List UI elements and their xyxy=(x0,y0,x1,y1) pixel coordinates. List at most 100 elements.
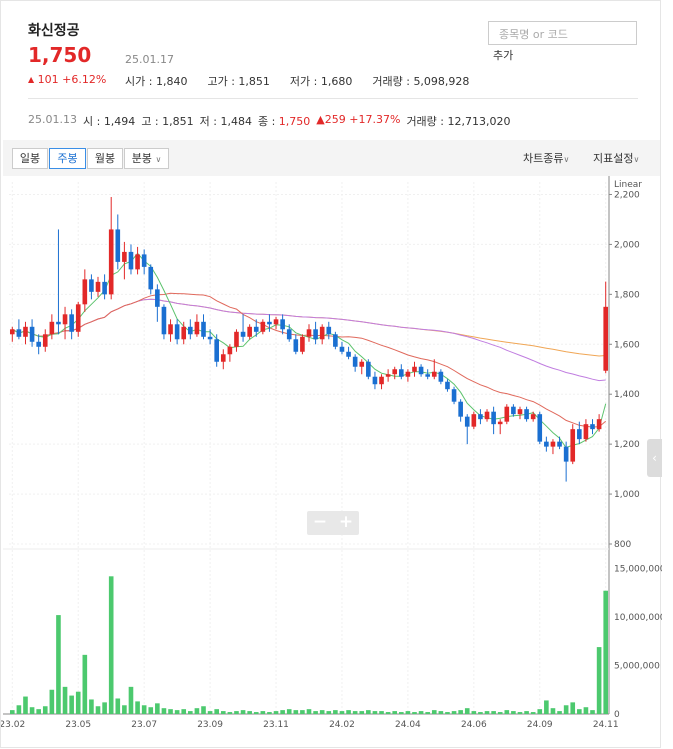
volume-bar xyxy=(227,712,233,714)
volume-tick-label: 0 xyxy=(614,710,620,720)
volume-bar xyxy=(445,712,450,714)
volume-bar xyxy=(9,710,15,714)
stat-low: 저가 : 1,680 xyxy=(289,75,353,88)
stat-high: 고가 : 1,851 xyxy=(207,75,270,88)
candle-body xyxy=(596,419,602,430)
volume-bar xyxy=(293,710,299,714)
volume-bar xyxy=(352,711,358,714)
volume-bar xyxy=(511,711,516,714)
volume-bar xyxy=(557,711,562,714)
x-tick-label: 23.11 xyxy=(263,720,289,730)
x-tick-label: 23.07 xyxy=(131,720,157,730)
candle-body xyxy=(207,336,213,340)
volume-bar xyxy=(62,686,68,714)
chart-toolbar: 일봉 주봉 월봉 분봉 ∨ 차트종류∨ 지표설정∨ xyxy=(3,140,660,176)
candle-body xyxy=(214,339,219,362)
candle-body xyxy=(95,281,101,292)
candle-body xyxy=(524,409,529,420)
candle-body xyxy=(491,411,496,425)
candle-body xyxy=(102,281,107,295)
chart-type-dropdown[interactable]: 차트종류∨ xyxy=(523,152,570,165)
volume-bar xyxy=(339,711,345,714)
volume-bar xyxy=(220,711,226,714)
up-arrow-icon: ▲ xyxy=(28,75,35,84)
quote-date: 25.01.17 xyxy=(125,53,174,66)
volume-bar xyxy=(56,615,61,714)
tab-daily[interactable]: 일봉 xyxy=(12,148,48,169)
volume-bar xyxy=(313,711,318,714)
volume-bar xyxy=(29,707,35,714)
volume-bar xyxy=(366,710,371,714)
candle-body xyxy=(313,329,318,340)
candle-body xyxy=(240,331,246,337)
volume-bar xyxy=(240,710,246,714)
add-stock-button[interactable]: 추가 xyxy=(493,49,514,62)
collapse-panel-tab[interactable]: ‹ xyxy=(647,439,662,477)
stock-search-input[interactable]: 종목명 or 코드 xyxy=(488,21,637,45)
candle-body xyxy=(385,374,391,377)
volume-bar xyxy=(148,707,154,714)
volume-bar xyxy=(36,709,41,714)
candle-body xyxy=(412,366,417,372)
volume-bar xyxy=(253,712,259,714)
candle-body xyxy=(267,321,272,325)
candle-body xyxy=(36,341,41,347)
candle-body xyxy=(128,251,134,270)
candle-body xyxy=(82,279,88,305)
volume-bar xyxy=(379,711,384,714)
candle-body xyxy=(181,326,187,340)
candle-body xyxy=(220,354,226,362)
volume-bar xyxy=(405,711,411,714)
y-tick-label: 1,600 xyxy=(614,340,640,350)
chevron-down-icon: ∨ xyxy=(155,155,162,164)
zoom-out-button[interactable]: − xyxy=(312,512,328,532)
candle-body xyxy=(484,411,490,420)
candle-body xyxy=(247,326,252,337)
tab-weekly[interactable]: 주봉 xyxy=(49,148,86,169)
candle-body xyxy=(286,329,292,340)
price-volume-chart[interactable]: Linear 800 1,000 1,200 1,400 1,600 1,800 2,000 2… xyxy=(1,176,662,749)
volume-bar xyxy=(260,711,266,714)
candle-body xyxy=(405,371,411,377)
indicator-settings-dropdown[interactable]: 지표설정∨ xyxy=(593,152,640,165)
volume-bar xyxy=(471,711,477,714)
change-percent: +6.12% xyxy=(62,73,107,86)
candle-body xyxy=(451,389,457,402)
volume-bar xyxy=(89,699,94,714)
price-change: ▲ 101 +6.12% xyxy=(28,73,106,86)
candle-body xyxy=(418,366,424,375)
candle-body xyxy=(174,324,180,340)
volume-bar xyxy=(155,703,160,714)
candle-body xyxy=(227,346,233,355)
candle-body xyxy=(161,306,167,335)
x-tick-label: 24.02 xyxy=(329,720,355,730)
volume-bar xyxy=(207,711,213,714)
volume-bar xyxy=(181,709,187,714)
volume-bar xyxy=(135,701,140,714)
candle-body xyxy=(372,376,378,385)
hover-ohlc-readout: 25.01.13 시 : 1,494 고 : 1,851 저 : 1,484 종… xyxy=(28,113,511,128)
candle-body xyxy=(300,336,305,352)
volume-tick-label: 10,000,000 xyxy=(614,613,662,623)
candle-body xyxy=(399,369,404,377)
candle-body xyxy=(253,326,259,332)
candle-body xyxy=(577,429,582,440)
zoom-in-button[interactable]: + xyxy=(338,512,354,532)
y-tick-label: 800 xyxy=(614,540,631,550)
candle-body xyxy=(359,361,365,367)
tab-minute[interactable]: 분봉 ∨ xyxy=(124,148,169,169)
volume-bar xyxy=(438,711,444,714)
chevron-down-icon: ∨ xyxy=(563,155,570,164)
volume-bar xyxy=(16,705,22,714)
candle-body xyxy=(115,229,121,262)
tab-monthly[interactable]: 월봉 xyxy=(87,148,123,169)
zoom-controls: − + xyxy=(307,511,359,535)
candle-body xyxy=(603,306,609,371)
volume-bar xyxy=(504,710,510,714)
candle-body xyxy=(352,356,358,367)
volume-bar xyxy=(319,710,325,714)
volume-bar xyxy=(392,711,398,714)
x-tick-label: 23.09 xyxy=(197,720,223,730)
volume-bar xyxy=(326,711,332,714)
x-tick-label: 24.06 xyxy=(461,720,487,730)
